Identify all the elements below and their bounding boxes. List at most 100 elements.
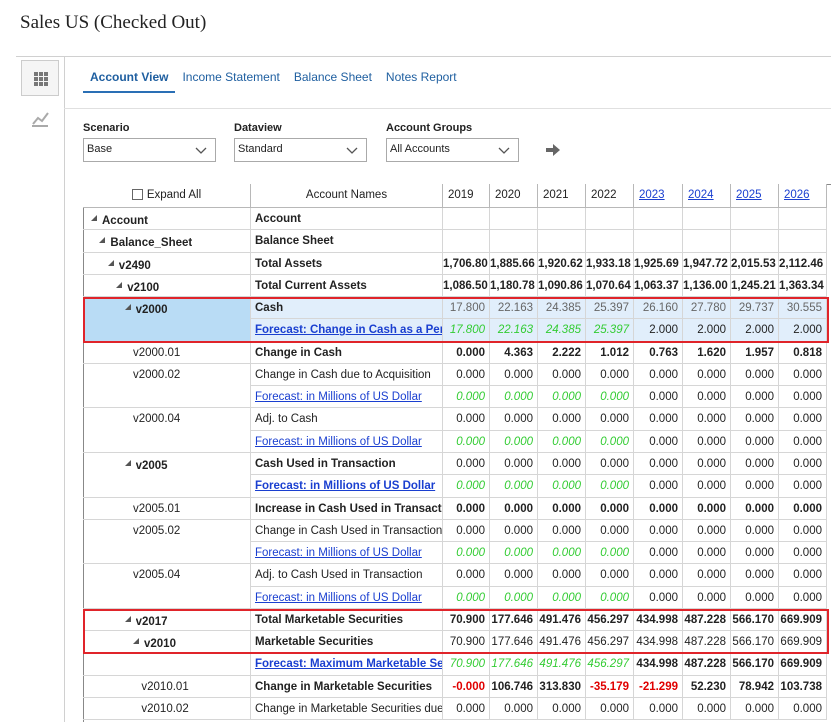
value-cell: 0.000 — [634, 475, 683, 498]
value-cell: 0.000 — [634, 363, 683, 387]
value-cell: 1.012 — [586, 341, 634, 364]
account-name[interactable]: Forecast: in Millions of US Dollar — [251, 430, 443, 453]
account-name[interactable]: Forecast: in Millions of US Dollar — [251, 542, 443, 565]
tab[interactable]: Income Statement — [182, 70, 280, 84]
account-name[interactable]: Forecast: in Millions of US Dollar — [251, 475, 443, 498]
account-name[interactable]: Forecast: Maximum Marketable Secu — [251, 653, 443, 676]
value-cell: 1,947.72 — [683, 252, 731, 275]
expand-toggle[interactable] — [124, 459, 131, 466]
year-header: 2021 — [538, 184, 586, 208]
expand-toggle[interactable] — [124, 615, 131, 622]
expand-all-checkbox[interactable] — [131, 189, 143, 201]
value-cell: 0.000 — [586, 519, 634, 543]
value-cell: 0.000 — [586, 475, 634, 498]
value-cell: 1,070.64 — [586, 274, 634, 298]
value-cell: 0.000 — [490, 564, 538, 587]
tab[interactable]: Account View — [83, 66, 176, 93]
value-cell: 0.000 — [731, 542, 779, 565]
account-id: Account — [102, 215, 148, 227]
selection-outline — [83, 608, 829, 655]
account-name: Total Assets — [251, 252, 443, 275]
value-cell: 0.000 — [443, 564, 490, 587]
go-arrow[interactable] — [544, 142, 562, 158]
value-cell: 0.000 — [443, 341, 490, 364]
value-cell — [634, 230, 683, 253]
value-cell: 0.000 — [779, 697, 827, 721]
account-name[interactable]: Forecast: in Millions of US Dollar — [251, 586, 443, 609]
account-name[interactable]: Forecast: in Millions of US Dollar — [251, 386, 443, 409]
value-cell: 1,136.00 — [683, 274, 731, 298]
value-cell: 0.000 — [731, 408, 779, 431]
value-cell: 0.000 — [538, 697, 586, 721]
value-cell: 0.000 — [538, 586, 586, 609]
value-cell: 0.000 — [779, 408, 827, 431]
chevron — [346, 147, 358, 154]
tree-cell: Balance_Sheet — [83, 230, 251, 253]
value-cell: 0.000 — [634, 542, 683, 565]
value-cell: 0.000 — [683, 452, 731, 476]
value-cell: 70.900 — [443, 608, 490, 632]
value-cell: 0.000 — [490, 697, 538, 721]
value-cell: 491.476 — [538, 608, 586, 632]
value-cell: 103.738 — [779, 675, 827, 698]
year-header[interactable]: 2023 — [634, 184, 683, 208]
value-cell: 1,086.50 — [443, 274, 490, 298]
value-cell — [779, 208, 827, 231]
tab[interactable]: Notes Report — [385, 70, 457, 84]
value-cell: 177.646 — [490, 653, 538, 676]
value-cell: 0.000 — [490, 519, 538, 543]
value-cell: 0.000 — [490, 497, 538, 520]
value-cell: 0.000 — [538, 497, 586, 520]
value-cell — [443, 208, 490, 231]
expand-toggle[interactable] — [91, 215, 97, 221]
value-cell: 0.000 — [779, 363, 827, 387]
account-name: Cash — [251, 297, 443, 320]
value-cell: 0.000 — [731, 586, 779, 609]
chevron — [195, 147, 207, 154]
dropdown[interactable]: Base — [83, 138, 216, 162]
account-id: v2005.01 — [133, 502, 181, 515]
value-cell: 0.000 — [731, 386, 779, 409]
value-cell: 0.000 — [683, 386, 731, 409]
account-id: v2005 — [135, 459, 168, 472]
year-header[interactable]: 2026 — [779, 184, 827, 208]
value-cell: 0.000 — [490, 408, 538, 431]
account-id: v2010.02 — [141, 702, 189, 715]
value-cell: 24.385 — [538, 297, 586, 320]
value-cell: 0.000 — [586, 497, 634, 520]
value-cell: 0.000 — [731, 475, 779, 498]
value-cell: 0.000 — [586, 363, 634, 387]
value-cell: 0.000 — [586, 542, 634, 565]
value-cell: 0.000 — [443, 475, 490, 498]
expand-toggle[interactable] — [133, 638, 139, 645]
year-header[interactable]: 2024 — [683, 184, 731, 208]
value-cell: 0.000 — [779, 519, 827, 543]
value-cell: 0.000 — [538, 475, 586, 498]
value-cell: 0.000 — [443, 363, 490, 387]
value-cell: 17.800 — [443, 319, 490, 342]
value-cell — [586, 230, 634, 253]
value-cell: 491.476 — [538, 653, 586, 676]
expand-toggle[interactable] — [107, 259, 114, 266]
value-cell: 106.746 — [490, 675, 538, 698]
expand-toggle[interactable] — [99, 237, 106, 244]
dropdown-value: Standard — [238, 143, 283, 155]
chart-view-button[interactable] — [21, 100, 59, 136]
dropdown[interactable]: Standard — [234, 138, 367, 162]
tab[interactable]: Balance Sheet — [293, 70, 372, 84]
grid-icon — [34, 72, 48, 86]
value-cell: 0.818 — [779, 341, 827, 364]
grid-view-button[interactable] — [21, 60, 59, 96]
dropdown[interactable]: All Accounts — [386, 138, 519, 162]
account-id: v2010.01 — [141, 680, 189, 693]
value-cell: 1,706.80 — [443, 252, 490, 275]
value-cell: 0.000 — [443, 586, 490, 609]
value-cell: 0.000 — [443, 542, 490, 565]
year-header[interactable]: 2025 — [731, 184, 779, 208]
expand-toggle[interactable] — [116, 281, 123, 288]
value-cell: 27.780 — [683, 297, 731, 320]
value-cell: 0.000 — [538, 386, 586, 409]
tree-cell: v2490 — [83, 252, 251, 275]
value-cell: 0.000 — [586, 386, 634, 409]
expand-toggle[interactable] — [124, 304, 131, 311]
